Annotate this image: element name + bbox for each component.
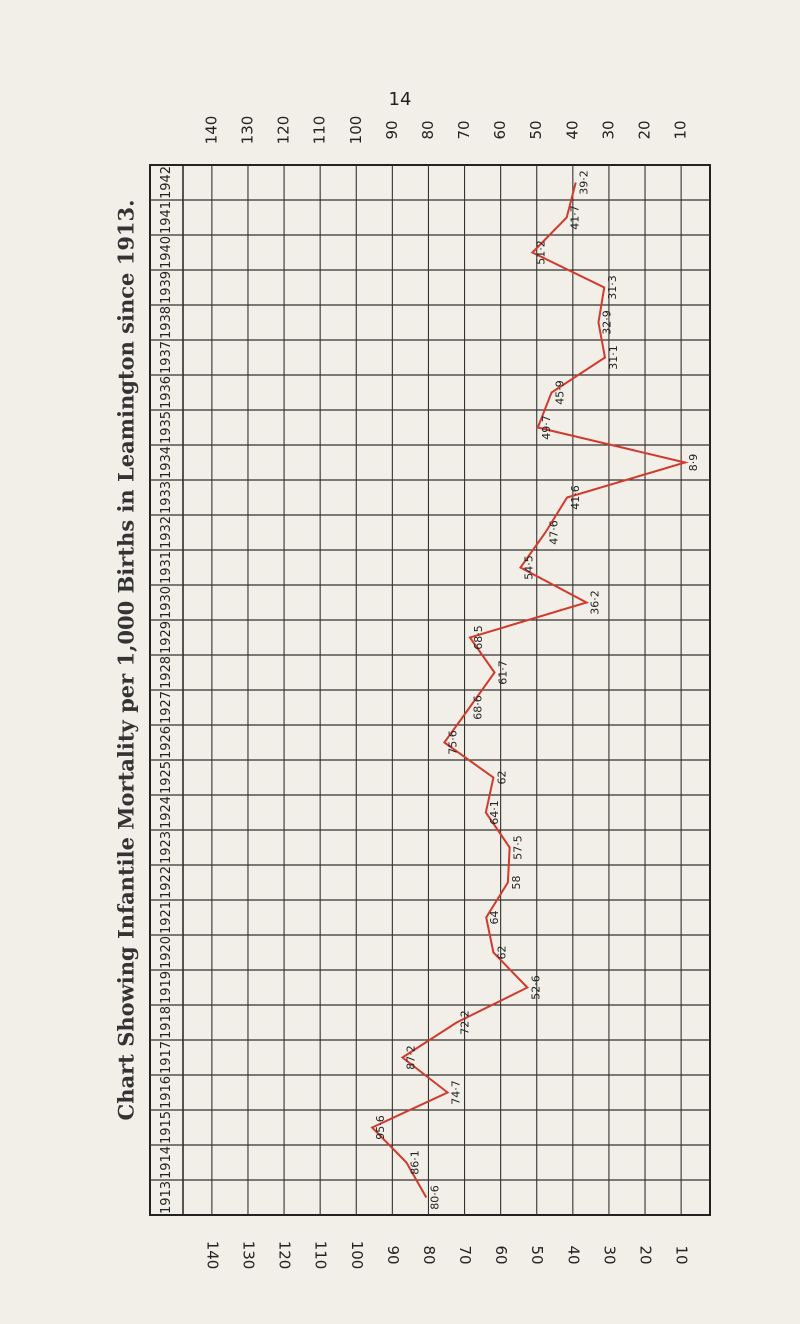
value-label: 68·5 xyxy=(472,625,485,650)
value-label: 47·6 xyxy=(547,520,560,545)
value-label: 52·6 xyxy=(529,975,542,1000)
value-label: 49·7 xyxy=(540,415,553,440)
x-tick-label-bottom: 10 xyxy=(673,1245,691,1264)
x-tick-label-bottom: 110 xyxy=(312,1241,330,1270)
year-label: 1916 xyxy=(159,1076,174,1109)
x-tick-label-bottom: 120 xyxy=(276,1241,294,1270)
x-tick-label-bottom: 90 xyxy=(384,1245,402,1264)
x-tick-label-top: 30 xyxy=(599,120,617,139)
x-tick-label-bottom: 50 xyxy=(528,1245,546,1264)
value-label: 32·9 xyxy=(600,310,613,335)
value-label: 61·7 xyxy=(497,660,510,685)
year-label: 1926 xyxy=(159,726,174,759)
x-tick-label-bottom: 130 xyxy=(239,1241,257,1270)
year-label: 1937 xyxy=(159,341,174,374)
x-tick-label-bottom: 140 xyxy=(203,1241,221,1270)
x-tick-label-top: 20 xyxy=(636,120,654,139)
year-label: 1940 xyxy=(159,236,174,269)
year-label: 1914 xyxy=(159,1146,174,1179)
year-label: 1921 xyxy=(159,901,174,934)
value-label: 31·1 xyxy=(607,345,620,370)
year-label: 1930 xyxy=(159,586,174,619)
x-tick-label-bottom: 30 xyxy=(600,1245,618,1264)
value-label: 86·1 xyxy=(408,1150,421,1175)
year-label: 1933 xyxy=(159,481,174,514)
year-label: 1919 xyxy=(159,971,174,1004)
x-tick-label-top: 50 xyxy=(527,120,545,139)
year-label: 1932 xyxy=(159,516,174,549)
value-label: 41·7 xyxy=(569,205,582,230)
year-label: 1913 xyxy=(159,1181,174,1214)
value-label: 64 xyxy=(488,911,501,925)
x-tick-label-bottom: 70 xyxy=(456,1245,474,1264)
year-label: 1917 xyxy=(159,1041,174,1074)
x-tick-label-top: 40 xyxy=(563,120,581,139)
year-label: 1927 xyxy=(159,691,174,724)
year-label: 1925 xyxy=(159,761,174,794)
x-tick-label-bottom: 80 xyxy=(420,1245,438,1264)
year-label: 1923 xyxy=(159,831,174,864)
year-label: 1939 xyxy=(159,271,174,304)
value-label: 68·6 xyxy=(472,695,485,720)
value-label: 8·9 xyxy=(687,454,700,472)
year-label: 1924 xyxy=(159,796,174,829)
x-tick-label-top: 100 xyxy=(347,116,365,145)
year-label: 1931 xyxy=(159,551,174,584)
year-label: 1938 xyxy=(159,306,174,339)
value-label: 75·6 xyxy=(446,730,459,755)
value-label: 74·7 xyxy=(450,1080,463,1105)
value-label: 95·6 xyxy=(374,1115,387,1140)
x-tick-label-bottom: 40 xyxy=(564,1245,582,1264)
x-tick-label-top: 90 xyxy=(383,120,401,139)
value-label: 64·1 xyxy=(488,800,501,825)
value-label: 62 xyxy=(495,946,508,960)
value-label: 31·3 xyxy=(606,275,619,300)
year-label: 1929 xyxy=(159,621,174,654)
year-label: 1941 xyxy=(159,201,174,234)
value-label: 51·2 xyxy=(534,240,547,265)
x-tick-label-top: 110 xyxy=(311,116,329,145)
value-label: 57·5 xyxy=(512,835,525,860)
year-label: 1936 xyxy=(159,376,174,409)
value-label: 80·6 xyxy=(428,1185,441,1210)
year-label: 1915 xyxy=(159,1111,174,1144)
x-tick-label-bottom: 100 xyxy=(348,1241,366,1270)
value-label: 72·2 xyxy=(459,1010,472,1035)
year-label: 1942 xyxy=(159,166,174,199)
x-tick-label-top: 10 xyxy=(672,120,690,139)
x-tick-label-top: 130 xyxy=(238,116,256,145)
x-tick-label-top: 70 xyxy=(455,120,473,139)
year-label: 1920 xyxy=(159,936,174,969)
chart-title: Chart Showing Infantile Mortality per 1,… xyxy=(114,200,139,1121)
value-label: 87·2 xyxy=(404,1045,417,1070)
data-line xyxy=(370,182,689,1198)
value-label: 58 xyxy=(510,876,523,890)
x-tick-label-bottom: 20 xyxy=(637,1245,655,1264)
value-label: 62 xyxy=(495,771,508,785)
value-label: 54·5 xyxy=(522,555,535,580)
x-tick-label-top: 140 xyxy=(202,116,220,145)
year-label: 1928 xyxy=(159,656,174,689)
value-label: 41·6 xyxy=(569,485,582,510)
year-label: 1935 xyxy=(159,411,174,444)
page-number: 14 xyxy=(389,89,412,110)
value-label: 36·2 xyxy=(589,590,602,615)
x-tick-label-top: 60 xyxy=(491,120,509,139)
year-label: 1922 xyxy=(159,866,174,899)
x-tick-label-top: 120 xyxy=(275,116,293,145)
x-tick-label-bottom: 60 xyxy=(492,1245,510,1264)
year-label: 1918 xyxy=(159,1006,174,1039)
value-label: 45·9 xyxy=(554,380,567,405)
value-label: 39·2 xyxy=(578,170,591,195)
x-tick-label-top: 80 xyxy=(419,120,437,139)
year-label: 1934 xyxy=(159,446,174,479)
